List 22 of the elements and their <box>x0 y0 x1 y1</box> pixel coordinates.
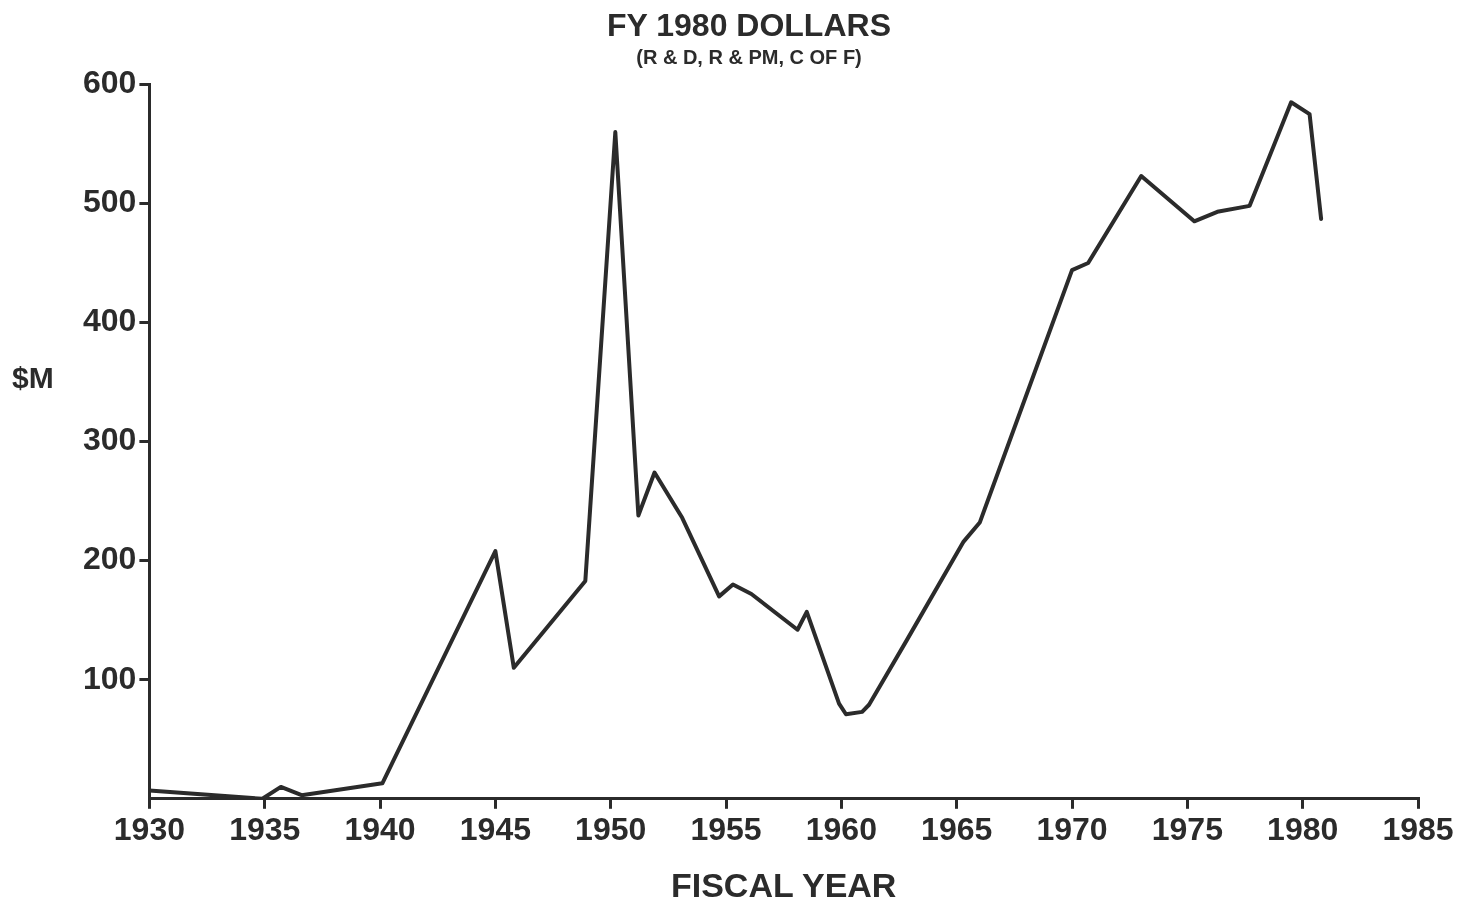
chart-title: FY 1980 DOLLARS <box>607 7 891 44</box>
y-tick-label: 600 <box>83 64 137 101</box>
x-tick-label: 1970 <box>1036 810 1108 847</box>
y-tick-label: 100 <box>83 659 137 696</box>
y-tick-label: 500 <box>83 183 137 220</box>
y-tick-label: 300 <box>83 421 137 458</box>
y-tick-label: 400 <box>83 302 137 339</box>
x-tick-label: 1955 <box>690 810 762 847</box>
x-tick-label: 1945 <box>459 810 531 847</box>
chart-subtitle: (R & D, R & PM, C OF F) <box>636 45 862 68</box>
x-tick-label: 1960 <box>805 810 877 847</box>
x-tick-label: 1965 <box>921 810 993 847</box>
y-tick-label: 200 <box>83 540 137 577</box>
x-tick-label: 1930 <box>113 810 185 847</box>
x-tick-label: 1950 <box>575 810 647 847</box>
x-tick-label: 1935 <box>229 810 301 847</box>
x-axis-title: FISCAL YEAR <box>670 865 897 904</box>
y-axis-title: $M <box>12 360 54 394</box>
x-tick-label: 1980 <box>1267 810 1339 847</box>
x-tick-label: 1985 <box>1382 810 1454 847</box>
x-tick-label: 1975 <box>1151 810 1223 847</box>
x-tick-label: 1940 <box>344 810 416 847</box>
